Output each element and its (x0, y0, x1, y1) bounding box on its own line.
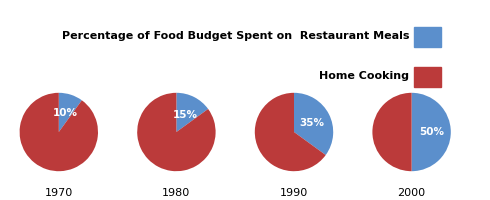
Text: 15%: 15% (173, 110, 198, 120)
Wedge shape (176, 93, 208, 132)
Text: Percentage of Food Budget Spent on  Restaurant Meals: Percentage of Food Budget Spent on Resta… (62, 31, 409, 41)
Text: 2000: 2000 (397, 188, 426, 198)
Wedge shape (372, 93, 412, 171)
Wedge shape (59, 93, 82, 132)
Wedge shape (20, 93, 98, 171)
Text: 1980: 1980 (162, 188, 191, 198)
Text: 50%: 50% (418, 127, 444, 137)
Text: 10%: 10% (52, 108, 77, 118)
Text: 1970: 1970 (45, 188, 73, 198)
Text: 1990: 1990 (280, 188, 308, 198)
Wedge shape (412, 93, 451, 171)
Wedge shape (294, 93, 333, 155)
Wedge shape (255, 93, 326, 171)
Wedge shape (137, 93, 216, 171)
Text: 35%: 35% (299, 118, 324, 128)
Text: Home Cooking: Home Cooking (319, 71, 409, 81)
